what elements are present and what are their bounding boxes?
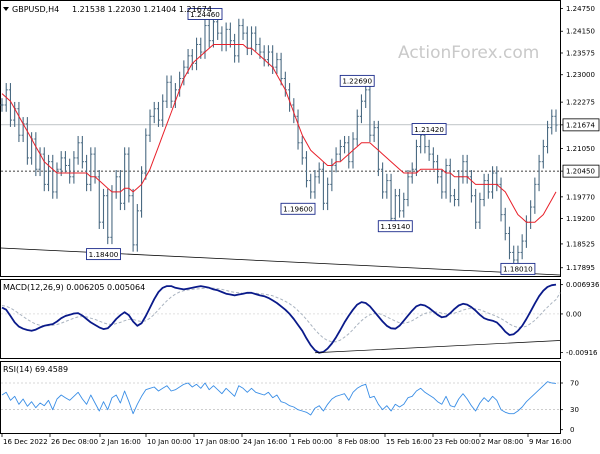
price-axis-label: 1.18525 xyxy=(566,240,595,248)
time-axis-label: 17 Jan 08:00 xyxy=(195,438,239,446)
price-axis-label: 1.24750 xyxy=(566,5,595,13)
support-trendline xyxy=(0,247,561,276)
macd-signal-line xyxy=(1,287,561,343)
price-axis-label: 1.20450 xyxy=(566,168,595,176)
price-axis-label: 1.19200 xyxy=(566,215,595,223)
price-annotation-box xyxy=(280,202,316,215)
price-annotation: 1.19140 xyxy=(377,220,413,233)
macd-axis-label: 0.00 xyxy=(566,310,582,318)
price-annotation: 1.18400 xyxy=(86,248,121,261)
rsi-axis-label: 30 xyxy=(570,406,579,414)
time-axis-label: 2 Jan 16:00 xyxy=(101,438,141,446)
price-annotation-box xyxy=(377,220,413,233)
price-annotation-box xyxy=(86,248,121,261)
price-annotation: 1.24460 xyxy=(187,8,223,20)
rsi-axis-label: 0 xyxy=(570,426,574,434)
price-annotation: 1.18010 xyxy=(500,262,536,275)
price-annotation-label: 1.19600 xyxy=(283,205,313,214)
symbol-label: GBPUSD,H4 xyxy=(12,5,59,14)
price-axis-label: 1.21050 xyxy=(566,145,595,153)
price-axis-label: 1.22275 xyxy=(566,99,595,107)
rsi-line xyxy=(1,381,557,416)
rsi-panel: 70 30 0 xyxy=(1,380,579,434)
price-annotation-box xyxy=(339,74,375,87)
axes: 16 Dec 2022 26 Dec 08:00 2 Jan 16:00 10 Jan… xyxy=(1,434,571,446)
time-axis-label: 10 Jan 00:00 xyxy=(147,438,191,446)
price-annotation: 1.21420 xyxy=(411,123,447,135)
time-axis-label: 24 Jan 16:00 xyxy=(243,438,287,446)
price-axis-label: 1.21674 xyxy=(566,121,595,129)
time-axis-label: 15 Feb 16:00 xyxy=(386,438,432,446)
moving-average-line xyxy=(1,44,557,223)
ohlc-readout: 1.21538 1.22030 1.21404 1.21674 xyxy=(72,5,212,14)
price-annotation-label: 1.18010 xyxy=(503,265,533,274)
price-axis-label: 1.23575 xyxy=(566,49,595,57)
price-annotation-box xyxy=(500,262,536,275)
macd-main-line xyxy=(1,283,557,354)
price-axis-label: 1.23000 xyxy=(566,71,595,79)
time-axis-label: 26 Dec 08:00 xyxy=(51,438,98,446)
macd-panel: 0.006936 0.00 -0.00916 xyxy=(1,281,600,357)
macd-title: MACD(12,26,9) 0.006205 0.005064 xyxy=(3,283,145,292)
price-panel: 1.24460 1.22690 1.21420 1.19600 1.19140 1.184… xyxy=(0,5,600,276)
time-axis-label: 16 Dec 2022 xyxy=(3,438,48,446)
macd-trendline xyxy=(314,340,561,354)
rsi-axis-label: 70 xyxy=(570,380,579,388)
price-annotation: 1.22690 xyxy=(339,74,375,87)
macd-panel-frame xyxy=(0,279,561,359)
time-axis-label: 8 Feb 08:00 xyxy=(338,438,379,446)
time-axis-label: 1 Feb 00:00 xyxy=(291,438,332,446)
price-annotation-label: 1.24460 xyxy=(190,10,220,19)
price-annotation-box xyxy=(187,8,223,20)
time-axis-label: 2 Mar 08:00 xyxy=(481,438,523,446)
rsi-panel-frame xyxy=(0,361,561,434)
price-annotation-label: 1.21420 xyxy=(414,125,444,134)
time-axis-label: 23 Feb 00:00 xyxy=(434,438,480,446)
dropdown-triangle-icon[interactable] xyxy=(3,7,9,11)
price-panel-frame xyxy=(0,0,561,277)
macd-axis-label: 0.006936 xyxy=(566,281,600,289)
price-axis-label: 1.17895 xyxy=(566,264,595,272)
price-axis-label: 1.24150 xyxy=(566,28,595,36)
price-annotation-label: 1.18400 xyxy=(89,250,119,259)
price-annotation-label: 1.22690 xyxy=(342,77,372,86)
price-annotation: 1.19600 xyxy=(280,202,316,215)
time-axis-label: 9 Mar 16:00 xyxy=(529,438,571,446)
price-annotation-box xyxy=(411,123,447,135)
macd-axis-label: -0.00916 xyxy=(566,349,598,357)
price-annotation-label: 1.19140 xyxy=(380,222,410,231)
watermark: ActionForex.com xyxy=(398,43,539,63)
price-axis-label: 1.19770 xyxy=(566,193,595,201)
rsi-title: RSI(14) 69.4589 xyxy=(3,365,68,374)
header: GBPUSD,H4 1.21538 1.22030 1.21404 1.2167… xyxy=(3,5,212,14)
